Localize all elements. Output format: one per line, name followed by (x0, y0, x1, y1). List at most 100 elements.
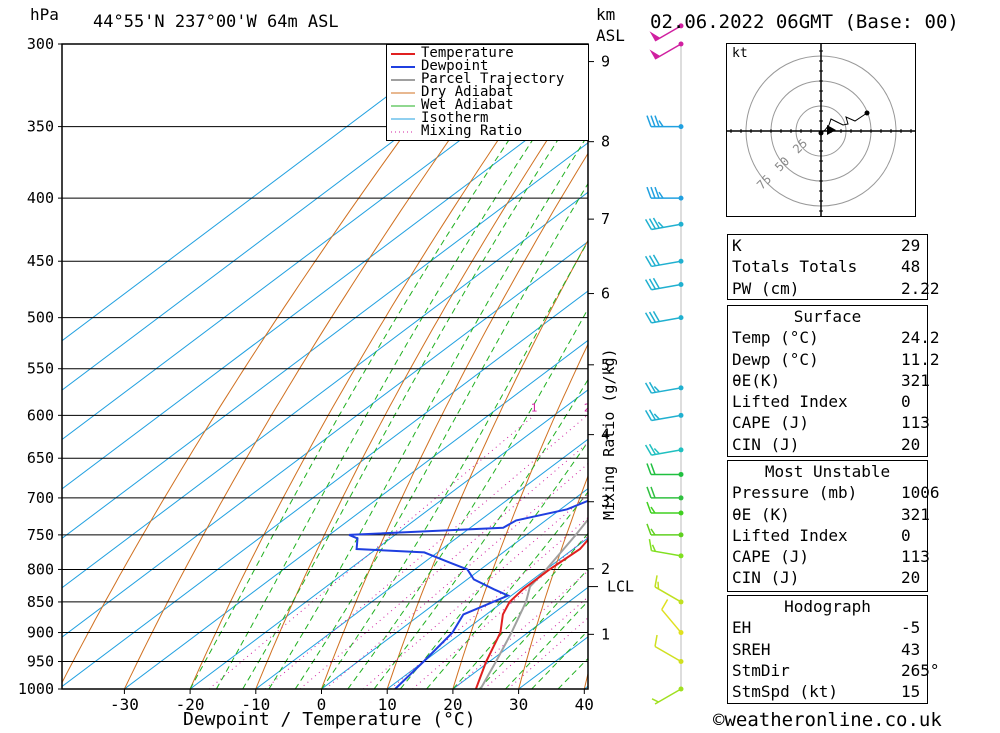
wind-barb (646, 501, 684, 516)
index-label: CIN (J) (732, 434, 800, 454)
wind-barb-staff (651, 316, 682, 324)
wind-barb-dot (678, 41, 684, 47)
wind-barb-feather (646, 486, 652, 499)
wind-barb-staff (651, 414, 682, 422)
mu-row: θE (K) 321 (728, 504, 930, 525)
index-value: 265° (901, 660, 940, 680)
mixing-ratio-line (208, 414, 535, 689)
surface-row: Dewp (°C) 11.2 (728, 349, 940, 370)
pressure-tick-label: 350 (27, 118, 54, 136)
wind-barb-pennant (649, 31, 661, 41)
location-title: 44°55'N 237°00'W 64m ASL (93, 12, 339, 32)
hodograph-title: Hodograph (784, 597, 871, 616)
height-unit-label-asl: ASL (596, 26, 625, 45)
index-value: 29 (901, 236, 921, 255)
index-row-k: K 29 (728, 235, 927, 256)
isotherm-line (62, 44, 457, 342)
index-value: 113 (901, 413, 930, 433)
index-label: Lifted Index (732, 392, 848, 412)
datetime-title: 02.06.2022 06GMT (Base: 00) (650, 11, 959, 33)
wind-barb-dot (678, 686, 684, 692)
isotherm-line (62, 142, 588, 539)
wind-barb-feather (648, 255, 657, 267)
wind-barb-feather (646, 186, 652, 199)
pressure-tick-label: 750 (27, 526, 54, 544)
mu-row: CIN (J) 20 (728, 567, 927, 588)
wind-barb-pennant (649, 49, 661, 59)
wind-barb-feather (644, 444, 653, 456)
wind-barb-feather (652, 277, 660, 289)
wind-barb-staff (654, 586, 682, 603)
index-label: StmSpd (kt) (732, 682, 838, 702)
km-tick-label: 8 (601, 133, 610, 151)
wind-barb-feather (657, 221, 664, 228)
wet-adiabat-line (347, 307, 588, 689)
temperature-tick-label: -10 (241, 695, 270, 714)
legend-item-dry-adiabat: Dry Adiabat (391, 85, 586, 99)
wind-barb-feather (648, 311, 657, 323)
index-row-totals: Totals Totals 48 (728, 256, 927, 277)
wind-barb-feather (658, 191, 664, 199)
hodograph-top-point (864, 110, 870, 116)
wind-barb-feather (644, 255, 653, 267)
km-tick-label: 6 (601, 285, 610, 303)
hodograph-stats-panel: Hodograph EH -5 SREH 43 StmDir 265° StmSpd … (727, 595, 940, 704)
hodograph-ring-label: 25 (790, 136, 810, 156)
km-tick-label: 1 (601, 625, 610, 643)
parcel-trajectory-line (479, 517, 588, 689)
surface-row: Lifted Index 0 (728, 391, 927, 412)
wind-barb-dot (678, 195, 684, 201)
wind-barb-dot (678, 124, 684, 130)
wind-barb-dot (678, 23, 684, 29)
wind-barb (661, 599, 684, 636)
dewpoint-line (348, 499, 588, 689)
surface-title-row: Surface (728, 306, 927, 327)
pressure-tick-label: 850 (27, 593, 54, 611)
pressure-unit-label: hPa (30, 5, 59, 24)
legend-label: Temperature (421, 45, 514, 61)
pressure-tick-label: 600 (27, 406, 54, 424)
storm-motion-marker (827, 125, 836, 135)
mu-title-row: Most Unstable (728, 461, 927, 482)
index-value: -5 (901, 618, 921, 638)
wind-barb-feather (654, 634, 658, 647)
legend-item-isotherm: Isotherm (391, 110, 586, 126)
wind-barb-dot (678, 553, 684, 559)
plot-frame (61, 43, 589, 690)
wind-barb-feather (648, 381, 657, 393)
pressure-tick-label: 800 (27, 560, 54, 578)
km-tick-label: 9 (601, 53, 610, 71)
mu-row: Lifted Index 0 (728, 525, 927, 546)
index-label: Lifted Index (732, 525, 848, 545)
wind-barb-feather (644, 410, 653, 421)
wind-barb-dot (678, 385, 684, 391)
isotherm-line (255, 438, 588, 689)
wind-barb (648, 539, 684, 559)
hodo-row: StmDir 265° (728, 660, 940, 681)
wind-barb (644, 217, 684, 231)
index-label: StmDir (732, 660, 790, 680)
wind-barb-feather (652, 217, 660, 229)
wind-barb-feather (646, 501, 652, 514)
wind-barb-staff (651, 283, 682, 291)
wind-barb-staff (654, 688, 682, 705)
hodograph-ring-label: 75 (754, 172, 774, 192)
index-label: CAPE (J) (732, 413, 810, 433)
wind-barb (651, 686, 684, 705)
isotherm-line (124, 339, 588, 689)
hodograph-bottom-point (818, 130, 824, 136)
wind-barb-dot (678, 630, 684, 636)
mixing-ratio-line (299, 442, 588, 689)
wind-barb-feather (652, 254, 660, 266)
wind-barb-staff (651, 549, 682, 557)
pressure-tick-label: 450 (27, 252, 54, 270)
surface-row: Temp (°C) 24.2 (728, 327, 940, 348)
index-value: 2.22 (901, 278, 940, 298)
wind-barb-feather (653, 413, 660, 420)
wind-barb-dot (678, 282, 684, 288)
index-value: 0 (901, 392, 911, 412)
isotherm-line (62, 241, 588, 638)
legend-label: Isotherm (421, 110, 489, 126)
wind-barb-dot (678, 659, 684, 665)
